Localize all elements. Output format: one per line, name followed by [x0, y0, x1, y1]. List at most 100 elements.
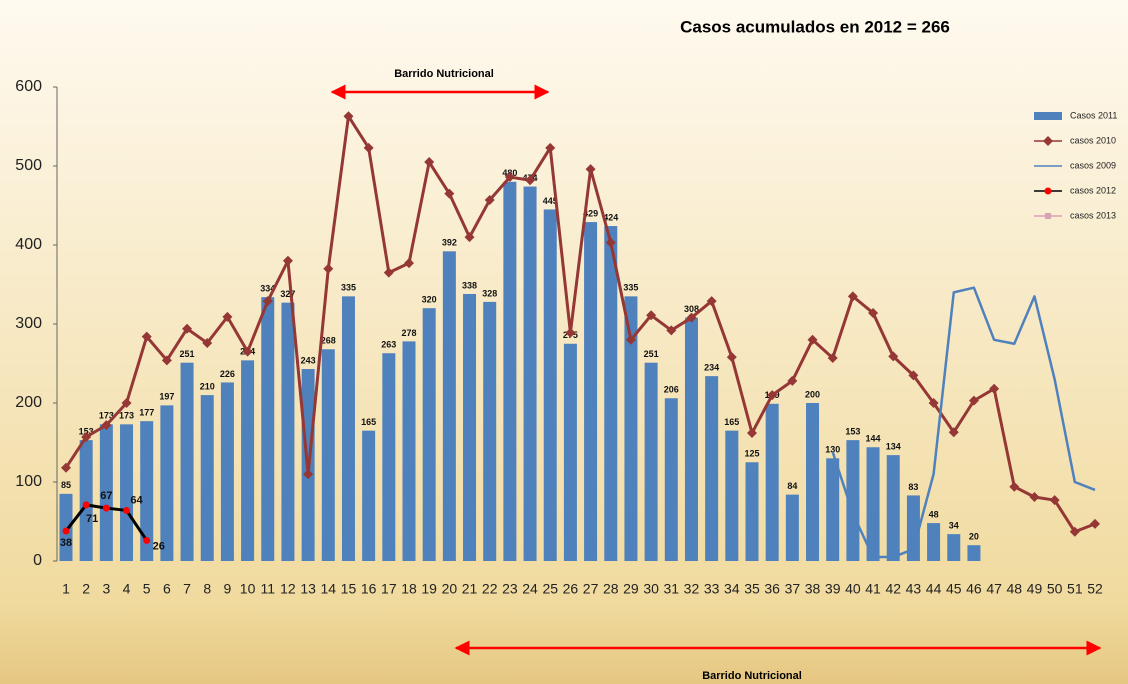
data-label: 165	[361, 417, 376, 427]
data-label: 200	[805, 389, 820, 399]
bar	[765, 403, 779, 561]
data-label: 85	[61, 480, 71, 490]
x-tick-label: 4	[123, 581, 131, 597]
marker	[484, 194, 495, 205]
bar	[402, 341, 416, 561]
marker	[101, 420, 112, 431]
bar	[422, 308, 436, 561]
data-label: 64	[130, 494, 143, 506]
x-tick-label: 24	[522, 581, 538, 597]
x-tick-label: 44	[926, 581, 942, 597]
bar	[543, 209, 557, 561]
data-label: 173	[119, 411, 134, 421]
bar	[120, 424, 134, 561]
marker	[343, 111, 354, 122]
marker	[989, 383, 1000, 394]
marker	[282, 255, 293, 266]
bar	[927, 523, 941, 561]
data-label: 20	[969, 532, 979, 542]
bar	[200, 395, 214, 561]
data-label: 327	[280, 289, 295, 299]
marker	[847, 291, 858, 302]
x-tick-label: 34	[724, 581, 740, 597]
data-label: 334	[260, 284, 275, 294]
x-tick-label: 9	[224, 581, 232, 597]
marker	[123, 506, 131, 514]
bar	[624, 296, 638, 561]
bar	[341, 296, 355, 561]
legend-label: casos 2009	[1070, 160, 1116, 170]
marker	[827, 352, 838, 363]
bar	[584, 222, 598, 561]
data-label: 338	[462, 280, 477, 290]
bar	[523, 186, 537, 562]
x-tick-label: 43	[906, 581, 922, 597]
bar	[362, 430, 376, 561]
marker	[928, 398, 939, 408]
data-label: 243	[301, 355, 316, 365]
data-label: 392	[442, 238, 457, 248]
marker	[1069, 526, 1080, 537]
data-label: 206	[664, 385, 679, 395]
marker	[262, 296, 273, 307]
x-tick-label: 46	[966, 581, 982, 597]
marker	[102, 504, 110, 512]
bar	[684, 317, 698, 561]
x-tick-label: 31	[664, 581, 680, 597]
marker	[182, 323, 193, 334]
x-tick-label: 45	[946, 581, 962, 597]
marker	[323, 263, 334, 274]
bar	[906, 495, 920, 561]
bar	[463, 293, 477, 561]
marker	[242, 346, 253, 357]
bar	[442, 251, 456, 561]
marker	[726, 352, 737, 363]
marker	[1009, 481, 1020, 492]
data-label: 165	[724, 417, 739, 427]
x-tick-label: 11	[260, 581, 275, 597]
x-tick-label: 48	[1007, 581, 1023, 597]
data-label: 424	[603, 212, 618, 222]
bar	[261, 297, 275, 561]
data-label: 26	[153, 540, 165, 552]
data-label: 38	[60, 537, 72, 549]
bar	[604, 226, 618, 562]
data-label: 278	[401, 328, 416, 338]
data-label: 226	[220, 369, 235, 379]
data-label: 251	[644, 349, 659, 359]
data-label: 197	[159, 392, 174, 402]
marker	[61, 462, 71, 473]
bar	[281, 302, 295, 561]
x-tick-label: 8	[203, 581, 211, 597]
x-tick-label: 27	[583, 581, 599, 597]
x-tick-label: 18	[401, 581, 417, 597]
bar	[99, 424, 113, 561]
marker	[585, 164, 596, 175]
x-tick-label: 6	[163, 581, 171, 597]
bar	[220, 382, 234, 561]
x-tick-label: 21	[462, 581, 478, 597]
data-label: 210	[200, 381, 215, 391]
bar	[180, 362, 194, 561]
marker	[666, 325, 677, 336]
x-tick-label: 12	[280, 581, 296, 597]
bar	[503, 181, 517, 562]
annotation: Barrido Nutricional	[702, 670, 802, 682]
data-label: 67	[100, 490, 112, 502]
marker	[767, 390, 778, 401]
marker	[888, 351, 899, 362]
marker	[747, 428, 757, 439]
bar	[846, 440, 860, 561]
x-tick-label: 23	[502, 581, 518, 597]
data-label: 328	[482, 288, 497, 298]
bar	[785, 494, 799, 561]
y-tick-label: 500	[15, 157, 42, 174]
bar	[644, 362, 658, 561]
bar	[705, 376, 719, 561]
marker	[464, 232, 475, 243]
data-label: 445	[543, 196, 558, 206]
bar	[140, 421, 154, 561]
marker	[363, 142, 374, 153]
marker	[787, 375, 798, 386]
